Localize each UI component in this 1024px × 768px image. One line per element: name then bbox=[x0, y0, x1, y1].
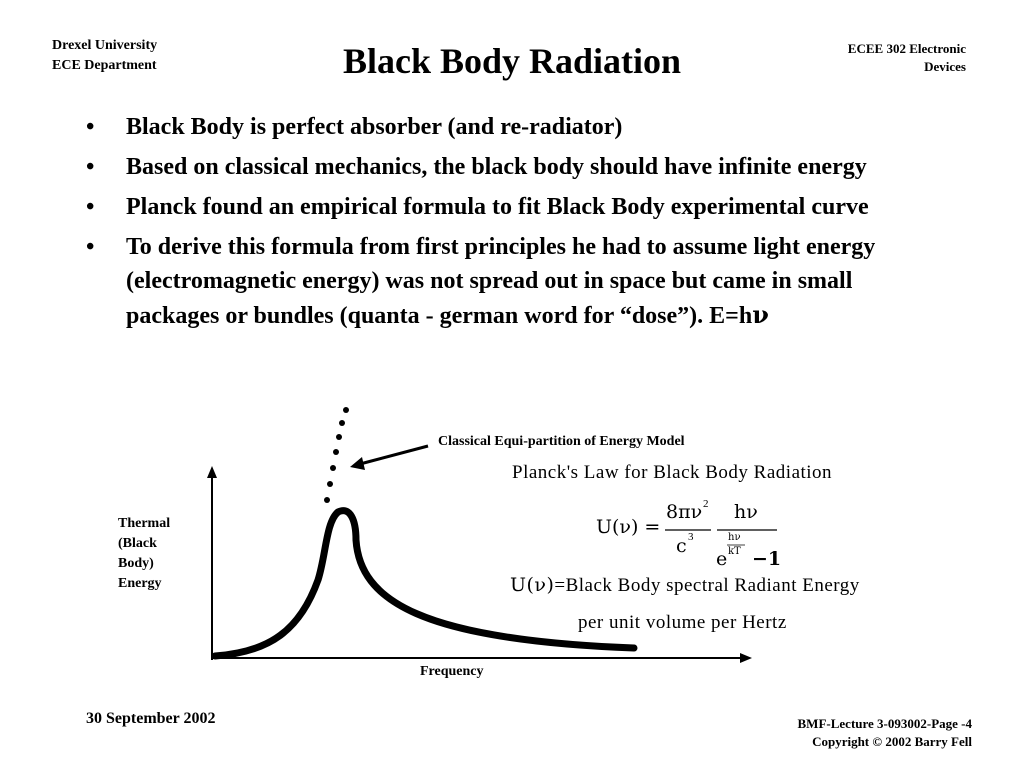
institution-name: Drexel University bbox=[52, 38, 158, 53]
course-header: ECEE 302 Electronic Devices bbox=[848, 40, 966, 76]
definition-line-2: per unit volume per Hertz bbox=[578, 612, 787, 633]
bullet-item: • Planck found an empirical formula to fi… bbox=[86, 190, 946, 224]
bullet-marker: • bbox=[86, 194, 95, 220]
definition-line-1: U(ν)=Black Body spectral Radiant Energy bbox=[510, 574, 860, 597]
x-axis bbox=[212, 653, 752, 663]
formula-lhs: U(ν) = bbox=[596, 516, 661, 538]
fraction-1-denominator: c bbox=[676, 535, 687, 557]
classical-divergence-dots bbox=[324, 407, 349, 503]
bullet-item: • To derive this formula from first princ… bbox=[86, 230, 946, 333]
fraction-1-denominator-exponent: 3 bbox=[688, 531, 694, 543]
fraction-2-denominator-tail: −1 bbox=[752, 548, 782, 570]
divergence-dot bbox=[324, 497, 330, 503]
y-axis-label: Thermal (Black Body) Energy bbox=[118, 514, 170, 594]
y-axis-label-line: Energy bbox=[118, 576, 162, 591]
divergence-dot bbox=[343, 407, 349, 413]
y-axis-label-line: (Black bbox=[118, 536, 157, 551]
footer-date: 30 September 2002 bbox=[86, 710, 216, 727]
fraction-1-numerator: 8πν bbox=[666, 501, 703, 523]
bullet-text: Planck found an empirical formula to fit… bbox=[126, 194, 869, 220]
blackbody-curve bbox=[211, 507, 638, 660]
slide-title: Black Body Radiation bbox=[342, 41, 682, 81]
bullet-item: • Based on classical mechanics, the black… bbox=[86, 150, 946, 184]
definition-text: =Black Body spectral Radiant Energy bbox=[554, 575, 860, 596]
footer-credits: BMF-Lecture 3-093002-Page -4 Copyright ©… bbox=[798, 715, 972, 751]
divergence-dot bbox=[333, 449, 339, 455]
bullet-text: Black Body is perfect absorber (and re-r… bbox=[126, 114, 623, 140]
y-axis-label-line: Body) bbox=[118, 556, 154, 571]
bullet-item: • Black Body is perfect absorber (and re-… bbox=[86, 110, 946, 144]
bullet-text: Based on classical mechanics, the black … bbox=[126, 154, 867, 180]
lecture-page-id: BMF-Lecture 3-093002-Page -4 bbox=[797, 716, 972, 731]
course-line-1: ECEE 302 Electronic bbox=[847, 41, 966, 56]
classical-model-annotation: Classical Equi-partition of Energy Model bbox=[438, 434, 685, 449]
x-axis-label: Frequency bbox=[420, 664, 484, 679]
bullet-list: • Black Body is perfect absorber (and re-… bbox=[86, 110, 946, 339]
bullet-marker: • bbox=[86, 234, 95, 260]
copyright-notice: Copyright © 2002 Barry Fell bbox=[812, 734, 972, 749]
divergence-dot bbox=[327, 481, 333, 487]
y-axis-label-line: Thermal bbox=[118, 516, 171, 531]
fraction-2-denominator-base: e bbox=[716, 548, 728, 570]
divergence-dot bbox=[336, 434, 342, 440]
planck-law-title: Planck's Law for Black Body Radiation bbox=[512, 462, 833, 483]
bullet-marker: • bbox=[86, 114, 95, 140]
annotation-arrow bbox=[350, 444, 429, 470]
bullet-marker: • bbox=[86, 154, 95, 180]
exponent-denominator: kT bbox=[728, 546, 741, 557]
definition-lhs: U(ν) bbox=[510, 574, 555, 596]
fraction-1-numerator-exponent: 2 bbox=[703, 498, 709, 510]
course-line-2: Devices bbox=[924, 59, 966, 74]
exponent-numerator: hν bbox=[728, 532, 741, 543]
department-name: ECE Department bbox=[52, 58, 157, 73]
y-axis bbox=[207, 466, 217, 660]
bullet-text: To derive this formula from first princi… bbox=[126, 234, 876, 329]
nu-symbol: ν bbox=[752, 300, 769, 329]
fraction-2-numerator: hν bbox=[734, 501, 758, 523]
divergence-dot bbox=[330, 465, 336, 471]
institution-header: Drexel University ECE Department bbox=[52, 36, 157, 76]
divergence-dot bbox=[339, 420, 345, 426]
